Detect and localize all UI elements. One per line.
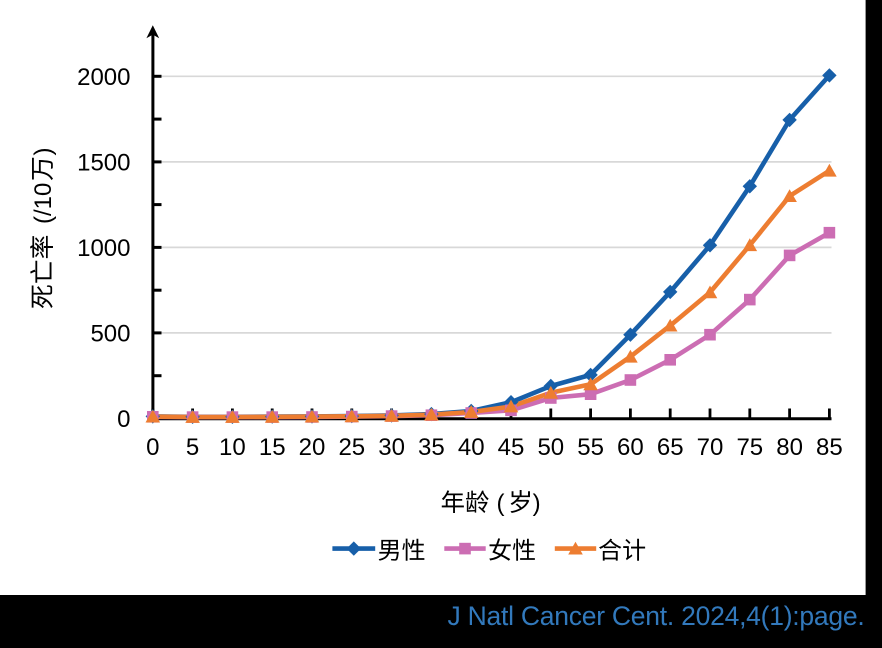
svg-text:1500: 1500 xyxy=(77,149,130,176)
svg-text:55: 55 xyxy=(577,434,604,461)
svg-text:30: 30 xyxy=(378,434,405,461)
svg-text:50: 50 xyxy=(537,434,564,461)
svg-text:45: 45 xyxy=(498,434,525,461)
svg-text:15: 15 xyxy=(259,434,286,461)
svg-text:): ) xyxy=(30,148,57,156)
svg-text:80: 80 xyxy=(776,434,803,461)
svg-text:5: 5 xyxy=(186,434,199,461)
svg-text:2000: 2000 xyxy=(77,64,130,91)
svg-text:20: 20 xyxy=(299,434,326,461)
svg-text:85: 85 xyxy=(816,434,843,461)
svg-text:J Natl Cancer Cent. 2024,4(1):: J Natl Cancer Cent. 2024,4(1):page. xyxy=(448,601,865,631)
svg-text:60: 60 xyxy=(617,434,644,461)
svg-text:65: 65 xyxy=(657,434,684,461)
svg-text:10: 10 xyxy=(219,434,246,461)
svg-text:25: 25 xyxy=(338,434,365,461)
svg-text:500: 500 xyxy=(90,320,130,347)
svg-text:35: 35 xyxy=(418,434,445,461)
svg-text:70: 70 xyxy=(697,434,724,461)
svg-text:): ) xyxy=(533,490,541,517)
svg-text:75: 75 xyxy=(736,434,763,461)
svg-text:40: 40 xyxy=(458,434,485,461)
svg-text:0: 0 xyxy=(117,406,130,433)
svg-text:0: 0 xyxy=(146,434,159,461)
svg-text:1000: 1000 xyxy=(77,235,130,262)
svg-text:(: ( xyxy=(497,490,505,517)
svg-text:(/10: (/10 xyxy=(30,183,57,224)
